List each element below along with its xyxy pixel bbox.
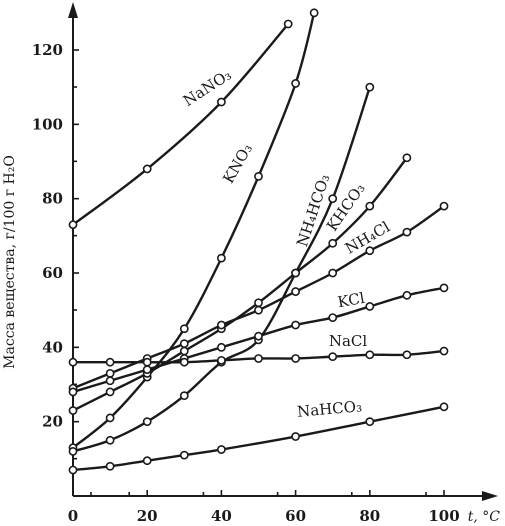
data-point: [402, 227, 412, 237]
x-tick-label: 80: [359, 507, 380, 525]
data-point: [254, 298, 263, 308]
data-point: [105, 376, 115, 386]
data-point: [105, 461, 115, 471]
data-point: [68, 387, 78, 397]
data-point: [365, 417, 375, 427]
x-tick-label: 20: [137, 507, 158, 525]
x-tick-label: 100: [428, 507, 459, 525]
data-point: [68, 446, 78, 456]
data-point: [105, 413, 115, 423]
series-line: [71, 11, 316, 449]
data-point: [365, 302, 375, 311]
data-point: [179, 324, 189, 334]
data-point: [291, 287, 300, 296]
y-axis-arrow: [68, 2, 78, 18]
data-point: [216, 320, 226, 330]
data-point: [142, 417, 152, 427]
data-point: [439, 346, 449, 356]
data-point: [402, 290, 412, 300]
y-tick-label: 100: [32, 115, 63, 133]
series-points: [68, 8, 449, 475]
data-point: [365, 201, 375, 211]
data-point: [365, 246, 375, 256]
y-axis: [68, 2, 78, 496]
data-point: [439, 402, 449, 412]
data-point: [254, 305, 263, 315]
x-tick-label: 0: [68, 507, 78, 525]
y-tick-label: 80: [42, 190, 63, 208]
data-point: [291, 268, 300, 278]
data-point: [328, 313, 338, 322]
data-point: [439, 283, 449, 293]
data-point: [328, 268, 338, 278]
data-point: [291, 432, 300, 441]
axis-ticks: 0 20 40 60 80 100 20 40 60 80 100 120: [32, 41, 460, 525]
data-point: [105, 368, 115, 378]
data-point: [216, 355, 226, 365]
data-point: [283, 19, 293, 29]
data-point: [309, 8, 319, 18]
data-point: [142, 357, 152, 367]
series-label: NaHCO₃: [296, 397, 362, 421]
data-point: [291, 320, 300, 330]
data-point: [216, 342, 226, 352]
data-point: [254, 171, 263, 181]
series-line: [71, 405, 446, 472]
series-line: [71, 22, 290, 226]
data-point: [216, 445, 226, 454]
series-line: [71, 85, 371, 453]
x-tick-label: 60: [285, 507, 306, 525]
data-point: [68, 220, 78, 230]
data-point: [328, 238, 338, 248]
data-point: [179, 450, 189, 460]
data-point: [365, 350, 375, 360]
x-tick-label: 40: [211, 507, 232, 525]
data-point: [328, 352, 338, 362]
y-tick-label: 60: [42, 264, 63, 282]
data-point: [216, 253, 226, 263]
data-point: [365, 82, 375, 92]
data-point: [179, 339, 189, 349]
data-point: [328, 194, 338, 204]
data-point: [105, 387, 115, 397]
data-point: [142, 164, 152, 174]
data-point: [105, 357, 115, 367]
data-point: [254, 331, 263, 341]
data-point: [402, 153, 412, 163]
data-point: [216, 97, 226, 107]
y-tick-label: 40: [42, 338, 63, 356]
data-point: [68, 357, 78, 367]
data-point: [439, 201, 449, 211]
data-point: [142, 365, 152, 375]
series-label: KNO₃: [219, 141, 256, 187]
data-point: [291, 354, 300, 363]
data-point: [254, 354, 263, 363]
data-point: [291, 79, 300, 88]
data-point: [179, 357, 189, 367]
data-point: [402, 350, 412, 360]
x-axis: [73, 491, 498, 501]
data-point: [179, 391, 189, 401]
series-line: [71, 156, 409, 412]
series-label: NaCl: [329, 332, 368, 350]
data-point: [105, 435, 115, 445]
data-point: [68, 465, 78, 475]
series-lines: [71, 11, 446, 472]
series-label: KCl: [336, 289, 366, 311]
series-label: NaNO₃: [180, 66, 235, 110]
y-axis-title: Масса вещества, г/100 г H₂O: [2, 155, 18, 369]
data-point: [142, 456, 152, 466]
x-axis-title: t, °C: [468, 509, 501, 525]
y-tick-label: 20: [42, 413, 63, 431]
y-tick-label: 120: [32, 41, 63, 59]
data-point: [68, 406, 78, 415]
x-axis-arrow: [482, 491, 498, 501]
data-point: [179, 346, 189, 356]
